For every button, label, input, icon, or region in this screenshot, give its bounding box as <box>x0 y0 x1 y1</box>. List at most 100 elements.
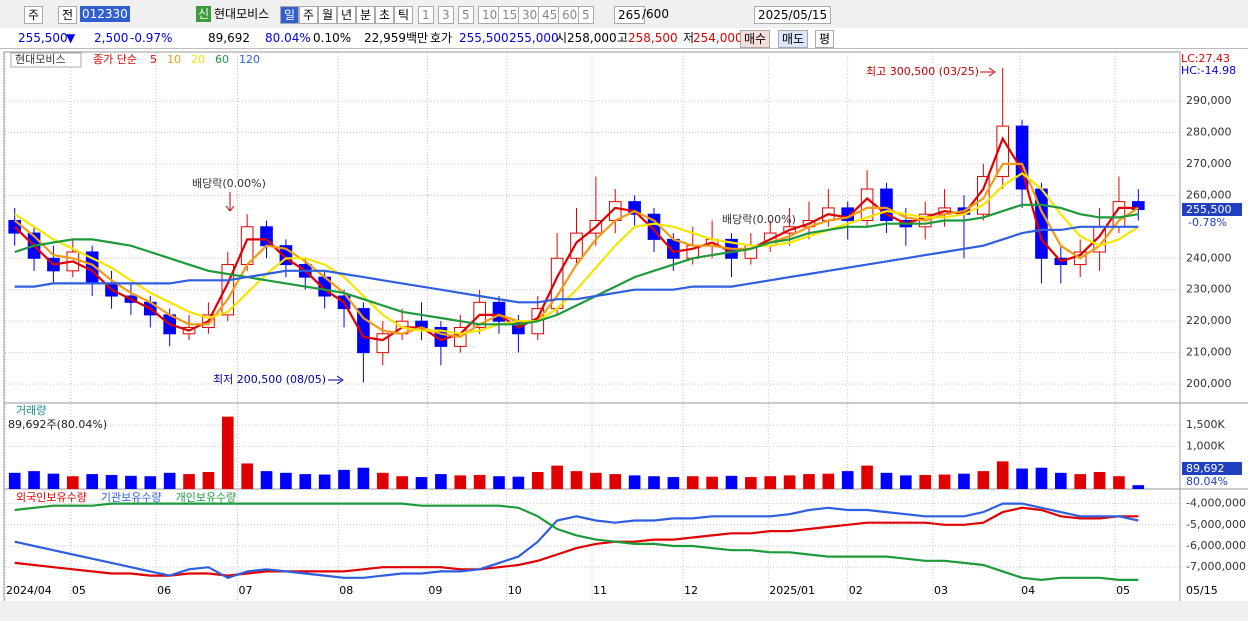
y-tick-label: -7,000,000 <box>1186 560 1246 573</box>
legend-label: 종가 단순 <box>93 53 137 66</box>
x-tick-label: 2024/04 <box>6 584 52 597</box>
y-tick-label: -5,000,000 <box>1186 518 1246 531</box>
period-button[interactable]: 일 <box>280 6 300 24</box>
high-note: 최고 300,500 (03/25) <box>866 65 979 78</box>
toolbar: 주 전 012330 신 현대모비스 일 주 월 년 분 초 틱 1 3 5 10 15 30 45 60 5… <box>0 0 1248 29</box>
chart: 200,000 210,000 220,000 230,000 240,000 260,0… <box>0 51 1248 621</box>
volume-bar <box>996 461 1009 489</box>
avg[interactable]: 평 <box>815 30 835 48</box>
period-button[interactable]: 분 <box>356 6 376 24</box>
volume-bar <box>357 467 370 489</box>
x-tick-label: 2025/01 <box>769 584 815 597</box>
period-button[interactable]: 틱 <box>394 6 414 24</box>
volume-bar <box>299 474 312 489</box>
y-tick-label: 200,000 <box>1186 377 1232 390</box>
candle-body <box>279 245 293 266</box>
scrollbar[interactable] <box>0 601 1248 621</box>
period-button[interactable]: 1 <box>418 6 434 24</box>
volume-bar <box>512 476 525 489</box>
amount: 22,959백만 <box>364 31 429 45</box>
volume-bar <box>125 475 137 489</box>
period-button[interactable]: 월 <box>318 6 338 24</box>
volume-bar <box>396 476 408 489</box>
y-tick-label: 260,000 <box>1186 188 1232 201</box>
y-tick-label: 1,000K <box>1186 439 1225 452</box>
volume-bar <box>183 474 195 489</box>
y-tick-label: 230,000 <box>1186 283 1232 296</box>
legend-item: 외국인보유수량 <box>16 491 87 504</box>
volume-bar <box>86 474 98 489</box>
y-tick-label: 210,000 <box>1186 346 1232 359</box>
arrow <box>328 375 344 385</box>
lc-label: LC:27.43 <box>1181 52 1230 65</box>
code[interactable]: 012330 <box>80 6 130 22</box>
max: /600 <box>642 7 669 21</box>
legend-item: 60 <box>215 53 229 66</box>
volume-bar <box>628 475 641 489</box>
name: 현대모비스 <box>214 7 270 21</box>
change: 2,500 <box>94 31 129 45</box>
bid: 255,000 <box>509 31 559 45</box>
volume-title: 거래량 <box>16 404 46 417</box>
volume-bar <box>163 472 176 489</box>
period-button[interactable]: 초 <box>375 6 395 24</box>
y-tick-label: -6,000,000 <box>1186 539 1246 552</box>
legend-item: 120 <box>239 53 260 66</box>
last-price-box <box>1182 203 1242 216</box>
period-button[interactable]: 10 <box>478 6 502 24</box>
period-button[interactable]: 주 <box>299 6 319 24</box>
candle-body <box>1015 125 1029 190</box>
last-price: 255,500 <box>1186 203 1232 216</box>
volume-bar <box>1055 472 1067 489</box>
quote-label: 호가 <box>430 31 453 45</box>
volume-bar <box>144 476 157 489</box>
period-button[interactable]: 60 <box>558 6 582 24</box>
volume-bar <box>241 463 253 489</box>
change-pct: -0.97% <box>130 31 173 45</box>
volume-bar <box>880 472 893 489</box>
volume-summary: 89,692주(80.04%) <box>8 418 107 431</box>
arrow: ▼ <box>66 31 76 45</box>
volume-bar <box>609 474 622 489</box>
volume-pct: 80.04% <box>265 31 311 45</box>
x-tick-label: 03 <box>934 584 948 597</box>
volume-bar <box>415 477 428 489</box>
high-label: 고 <box>617 31 629 45</box>
volume-bar <box>590 472 602 489</box>
x-tick-label: 05 <box>1116 584 1130 597</box>
period-button[interactable]: 5 <box>578 6 594 24</box>
buy[interactable]: 매수 <box>740 30 771 48</box>
volume-bar <box>318 474 331 489</box>
volume-bar <box>938 474 951 489</box>
volume-bar <box>648 476 660 489</box>
legend-item: 5 <box>150 53 157 66</box>
volume-bar <box>8 472 21 489</box>
legend-title: 현대모비스 <box>15 53 66 66</box>
date[interactable]: 2025/05/15 <box>754 6 832 24</box>
volume-bar <box>202 471 215 489</box>
market[interactable]: 주 <box>24 6 44 24</box>
candle-body <box>492 301 506 322</box>
holding-line <box>14 506 1139 577</box>
count[interactable]: 265 <box>614 6 645 24</box>
legend-item: 20 <box>191 53 205 66</box>
volume-bar <box>958 473 970 489</box>
volume-bar <box>435 474 447 489</box>
period-button[interactable]: 3 <box>438 6 454 24</box>
high: 258,500 <box>628 31 678 45</box>
candle-body <box>8 220 21 234</box>
period-button[interactable]: 년 <box>337 6 357 24</box>
last-volume-pct: 80.04% <box>1186 475 1228 488</box>
volume-bar <box>977 471 990 489</box>
x-tick-label: 05 <box>72 584 86 597</box>
sell[interactable]: 매도 <box>778 30 809 48</box>
candle-body <box>628 201 641 215</box>
mode[interactable]: 전 <box>58 6 78 24</box>
y-tick-label: 270,000 <box>1186 157 1232 170</box>
volume: 89,692 <box>208 31 250 45</box>
y-tick-label: 290,000 <box>1186 94 1232 107</box>
x-tick-label: 04 <box>1021 584 1035 597</box>
volume-bar <box>919 474 932 489</box>
period-button[interactable]: 5 <box>458 6 474 24</box>
y-tick-label: 240,000 <box>1186 251 1232 264</box>
